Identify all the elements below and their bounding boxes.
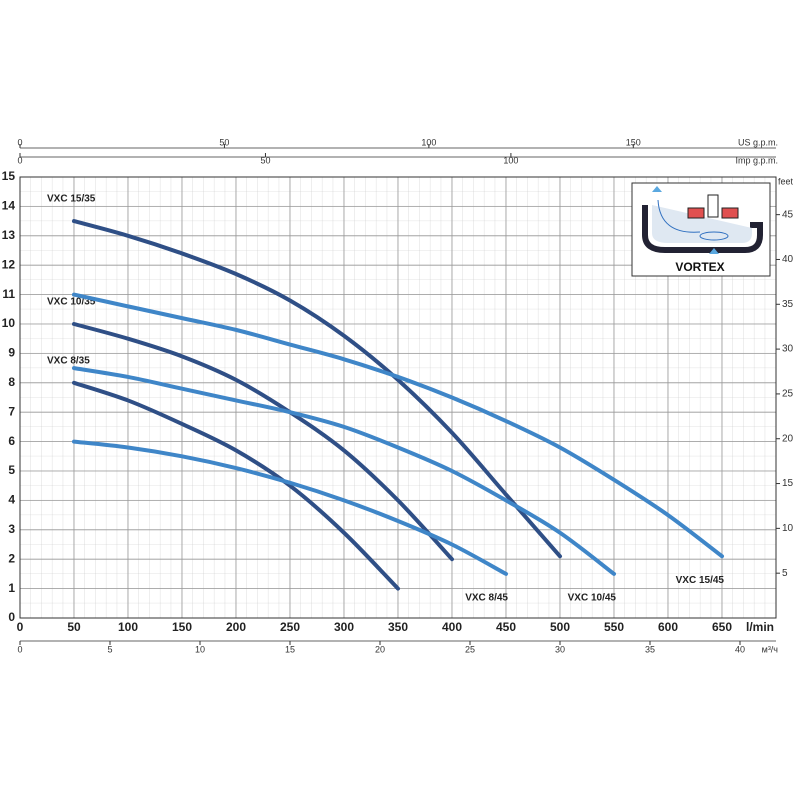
y2-tick-label: 10 <box>782 523 794 534</box>
axis-tick-label: 30 <box>555 644 565 654</box>
x-tick-label: 500 <box>550 620 570 634</box>
axis-tick-label: 100 <box>503 155 518 165</box>
x-tick-label: 400 <box>442 620 462 634</box>
inset-label: VORTEX <box>675 260 724 274</box>
series-label: VXC 8/45 <box>465 593 508 604</box>
axis-tick-label: 50 <box>219 137 229 147</box>
inset-water <box>652 205 752 243</box>
axis-label: Imp g.p.m. <box>735 155 778 165</box>
y-tick-label: 9 <box>8 346 15 360</box>
y-tick-label: 8 <box>8 375 15 389</box>
y-tick-label: 15 <box>2 169 16 183</box>
y2-tick-label: 25 <box>782 389 794 400</box>
y2-tick-label: 5 <box>782 568 788 579</box>
grid <box>19 176 776 619</box>
inset-flow <box>657 199 701 233</box>
x-axis-label: l/min <box>746 620 774 634</box>
vortex-inset: VORTEX <box>631 182 771 277</box>
inset-impeller <box>687 207 705 219</box>
x-tick-label: 50 <box>67 620 81 634</box>
y-tick-label: 0 <box>8 610 15 624</box>
y2-tick-label: 20 <box>782 433 794 444</box>
x-tick-label: 300 <box>334 620 354 634</box>
y-tick-label: 7 <box>8 404 15 418</box>
axis-tick-label: 0 <box>17 155 22 165</box>
inset-shaft <box>707 194 719 218</box>
curve <box>72 322 454 562</box>
y-tick-label: 12 <box>2 257 16 271</box>
y-tick-label: 5 <box>8 463 15 477</box>
axis-tick-label: 100 <box>421 137 436 147</box>
y2-tick-label: 15 <box>782 478 794 489</box>
axis-tick-label: 50 <box>260 155 270 165</box>
plot-frame <box>19 176 777 619</box>
x-tick-label: 350 <box>388 620 408 634</box>
axis-tick-label: 20 <box>375 644 385 654</box>
y-tick-label: 3 <box>8 522 15 536</box>
y-tick-label: 6 <box>8 434 15 448</box>
y2-tick-label: 30 <box>782 344 794 355</box>
axis-tick-label: 0 <box>17 644 22 654</box>
x-tick-label: 550 <box>604 620 624 634</box>
curve <box>72 292 724 559</box>
axis-tick-label: 150 <box>626 137 641 147</box>
curve <box>72 219 562 559</box>
y2-tick-label: 40 <box>782 254 794 265</box>
inset-impeller <box>721 207 739 219</box>
axis-tick-label: 15 <box>285 644 295 654</box>
x-tick-label: 100 <box>118 620 138 634</box>
y-tick-label: 2 <box>8 551 15 565</box>
curve <box>72 439 508 576</box>
axis-tick-label: 40 <box>735 644 745 654</box>
series-label: VXC 10/45 <box>568 593 617 604</box>
y-tick-label: 13 <box>2 228 16 242</box>
axis-label: м³/ч <box>762 644 779 654</box>
axis-tick-label: 35 <box>645 644 655 654</box>
x-tick-label: 600 <box>658 620 678 634</box>
x-tick-label: 0 <box>17 620 24 634</box>
y2-tick-label: 35 <box>782 299 794 310</box>
x-tick-label: 150 <box>172 620 192 634</box>
y-tick-label: 10 <box>2 316 16 330</box>
y2-tick-label: 45 <box>782 209 794 220</box>
inset-housing <box>642 205 763 253</box>
y-tick-label: 1 <box>8 581 15 595</box>
x-tick-label: 200 <box>226 620 246 634</box>
series-label: VXC 15/35 <box>47 194 96 205</box>
curve <box>72 366 616 576</box>
axis-tick-label: 25 <box>465 644 475 654</box>
axis-label: US g.p.m. <box>738 137 778 147</box>
y-tick-label: 14 <box>2 199 16 213</box>
axis-tick-label: 0 <box>17 137 22 147</box>
axis-tick-label: 10 <box>195 644 205 654</box>
series-label: VXC 8/35 <box>47 355 90 366</box>
x-tick-label: 450 <box>496 620 516 634</box>
series-label: VXC 15/45 <box>676 575 725 586</box>
axis-tick-label: 5 <box>107 644 112 654</box>
x-tick-label: 250 <box>280 620 300 634</box>
y2-axis-label: feet <box>778 176 794 186</box>
y-tick-label: 4 <box>8 493 15 507</box>
y-tick-label: 11 <box>2 287 15 301</box>
series-label: VXC 10/35 <box>47 297 96 308</box>
curve <box>72 380 400 591</box>
inset-vortex <box>699 231 729 241</box>
x-tick-label: 650 <box>712 620 732 634</box>
